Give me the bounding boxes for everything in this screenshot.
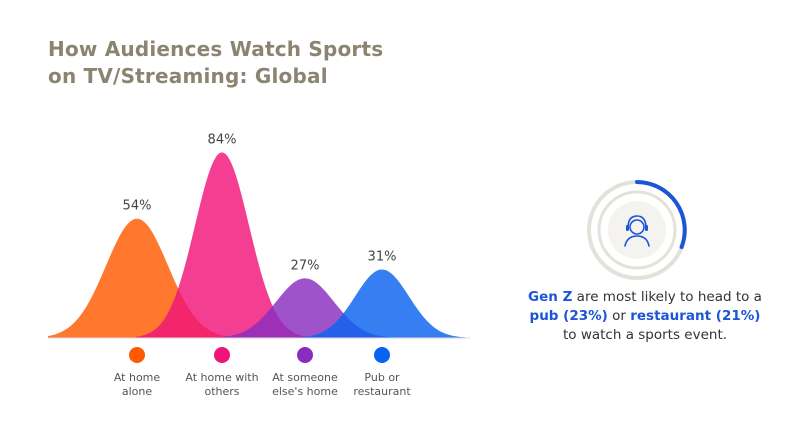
chart-title-line2: on TV/Streaming: Global: [48, 64, 328, 88]
category-label-line: alone: [121, 385, 153, 398]
category-label-line: Pub or: [364, 371, 400, 384]
insight-subject: Gen Z: [528, 289, 573, 305]
insight-place-pub: pub (23%): [529, 308, 608, 324]
category-label-line: At someone: [272, 371, 338, 384]
value-label-alone: 54%: [123, 199, 152, 214]
insight-text-2: or: [607, 308, 631, 324]
category-label-line: At home: [113, 371, 161, 384]
category-label-line: else's home: [272, 385, 338, 398]
category-label-line: restaurant: [353, 385, 411, 398]
category-label-line: At home with: [185, 371, 259, 384]
category-label-pub: Pub or restaurant: [327, 371, 437, 399]
insight-text: Gen Z are most likely to head to a pub (…: [520, 288, 770, 345]
legend-dot-elsewhere: [297, 347, 313, 363]
legend-dot-with-others: [214, 347, 230, 363]
category-label-alone: At home alone: [82, 371, 192, 399]
legend-dot-alone: [129, 347, 145, 363]
curve-alone: [48, 218, 237, 338]
person-headset-icon: [624, 215, 650, 247]
progress-ring-icon: [587, 180, 687, 280]
curve-pub: [295, 269, 469, 338]
insight-text-1: are most likely to head to a: [572, 289, 762, 305]
insight-place-restaurant: restaurant (21%): [630, 308, 761, 324]
category-label-line: others: [204, 385, 240, 398]
chart-title-line1: How Audiences Watch Sports: [48, 37, 384, 61]
category-label-elsewhere: At someone else's home: [250, 371, 360, 399]
category-label-with-others: At home with others: [167, 371, 277, 399]
value-label-with-others: 84%: [208, 132, 237, 147]
legend-dot-pub: [374, 347, 390, 363]
value-label-pub: 31%: [368, 249, 397, 264]
value-label-elsewhere: 27%: [291, 258, 320, 273]
curve-with-others: [135, 152, 309, 338]
insight-text-3: to watch a sports event.: [562, 327, 728, 343]
chart-title: How Audiences Watch Sports on TV/Streami…: [48, 36, 383, 90]
